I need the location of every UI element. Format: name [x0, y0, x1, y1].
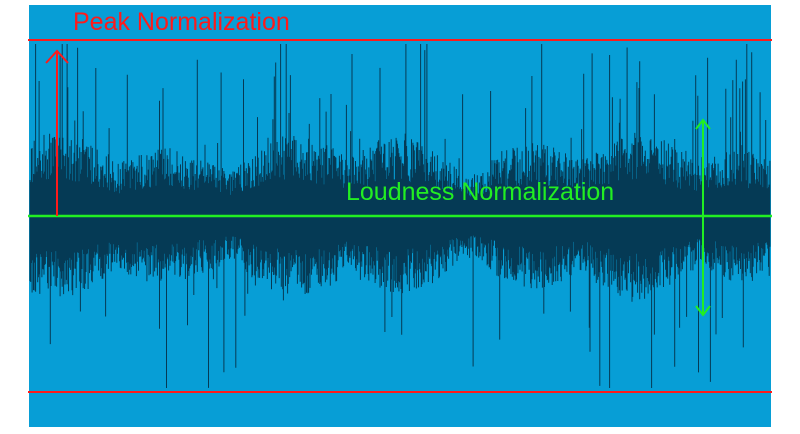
- loudness-normalization-label: Loudness Normalization: [346, 178, 615, 206]
- loudness-double-arrow-icon: [695, 118, 711, 317]
- peak-normalization-label: Peak Normalization: [73, 8, 290, 36]
- peak-arrow-icon: [45, 49, 69, 216]
